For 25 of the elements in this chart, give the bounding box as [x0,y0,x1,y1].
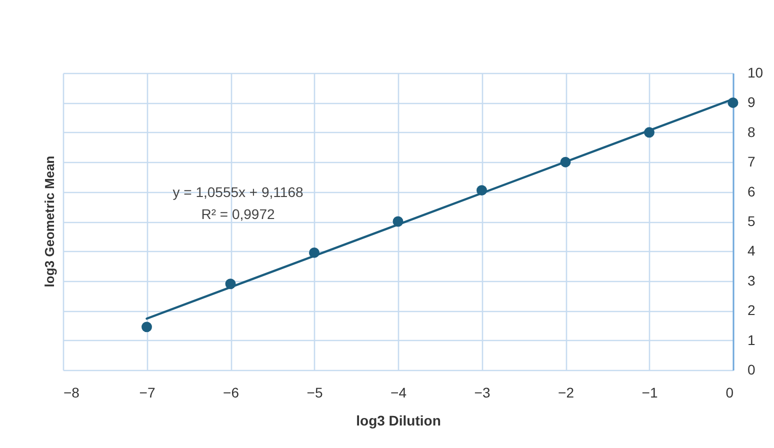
y-tick-label: 5 [748,213,756,229]
y-tick-label: 7 [748,154,756,170]
x-tick-label: −2 [558,384,574,400]
y-tick-label: 4 [748,242,756,259]
y-tick-label: 2 [748,302,756,318]
y-tick-label: 6 [748,183,756,200]
x-tick-label: −7 [139,384,156,400]
x-tick-label: 0 [726,384,734,400]
y-tick-label: 8 [748,124,756,140]
y-tick-label: 1 [748,332,756,348]
y-tick-label: 3 [748,272,756,288]
y-tick-label: 9 [748,94,756,110]
annotation: R² = 0,9972 [201,206,275,222]
y-tick-label: 10 [748,64,764,80]
point [142,322,152,332]
x-tick-label: −6 [223,384,240,400]
x-axis-title: log3 Dilution [356,412,441,428]
x-tick-label: −3 [474,384,490,400]
y-axis-title: log3 Geometric Mean [42,156,57,288]
annotation: y = 1,0555x + 9,1168 [172,184,304,200]
x-tick-label: −5 [306,384,323,400]
x-tick-label: −1 [642,384,658,400]
y-tick-label: 0 [748,362,756,378]
x-tick-label: −8 [64,384,80,400]
x-tick-label: −4 [390,384,407,400]
